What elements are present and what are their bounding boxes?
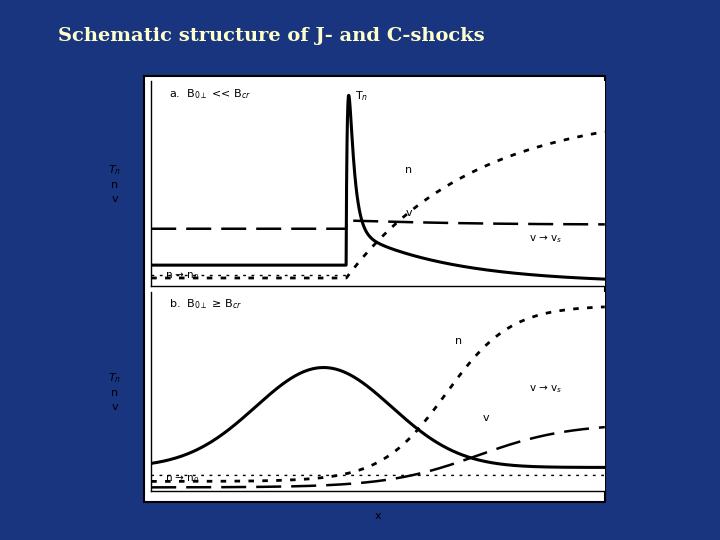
Text: v: v <box>482 414 489 423</box>
Text: n: n <box>405 165 413 176</box>
Text: v → v$_s$: v → v$_s$ <box>529 383 562 395</box>
Text: T$_n$: T$_n$ <box>356 89 369 103</box>
Text: Schematic structure of J- and C-shocks: Schematic structure of J- and C-shocks <box>58 27 485 45</box>
Text: n: n <box>455 335 462 346</box>
Text: $T_n$
n
v: $T_n$ n v <box>108 372 122 411</box>
Text: x: x <box>374 511 382 522</box>
Text: b.  B$_{0\perp}$ ≥ B$_{cr}$: b. B$_{0\perp}$ ≥ B$_{cr}$ <box>169 298 243 312</box>
Text: v → v$_s$: v → v$_s$ <box>529 233 562 245</box>
Text: n → n$_0$: n → n$_0$ <box>165 474 199 485</box>
Text: n → n$_0$: n → n$_0$ <box>165 270 199 282</box>
Text: $T_n$
n
v: $T_n$ n v <box>108 164 122 204</box>
Text: a.  B$_{0\perp}$ << B$_{cr}$: a. B$_{0\perp}$ << B$_{cr}$ <box>169 87 251 101</box>
Text: v: v <box>405 208 412 219</box>
Text: x: x <box>374 302 382 313</box>
